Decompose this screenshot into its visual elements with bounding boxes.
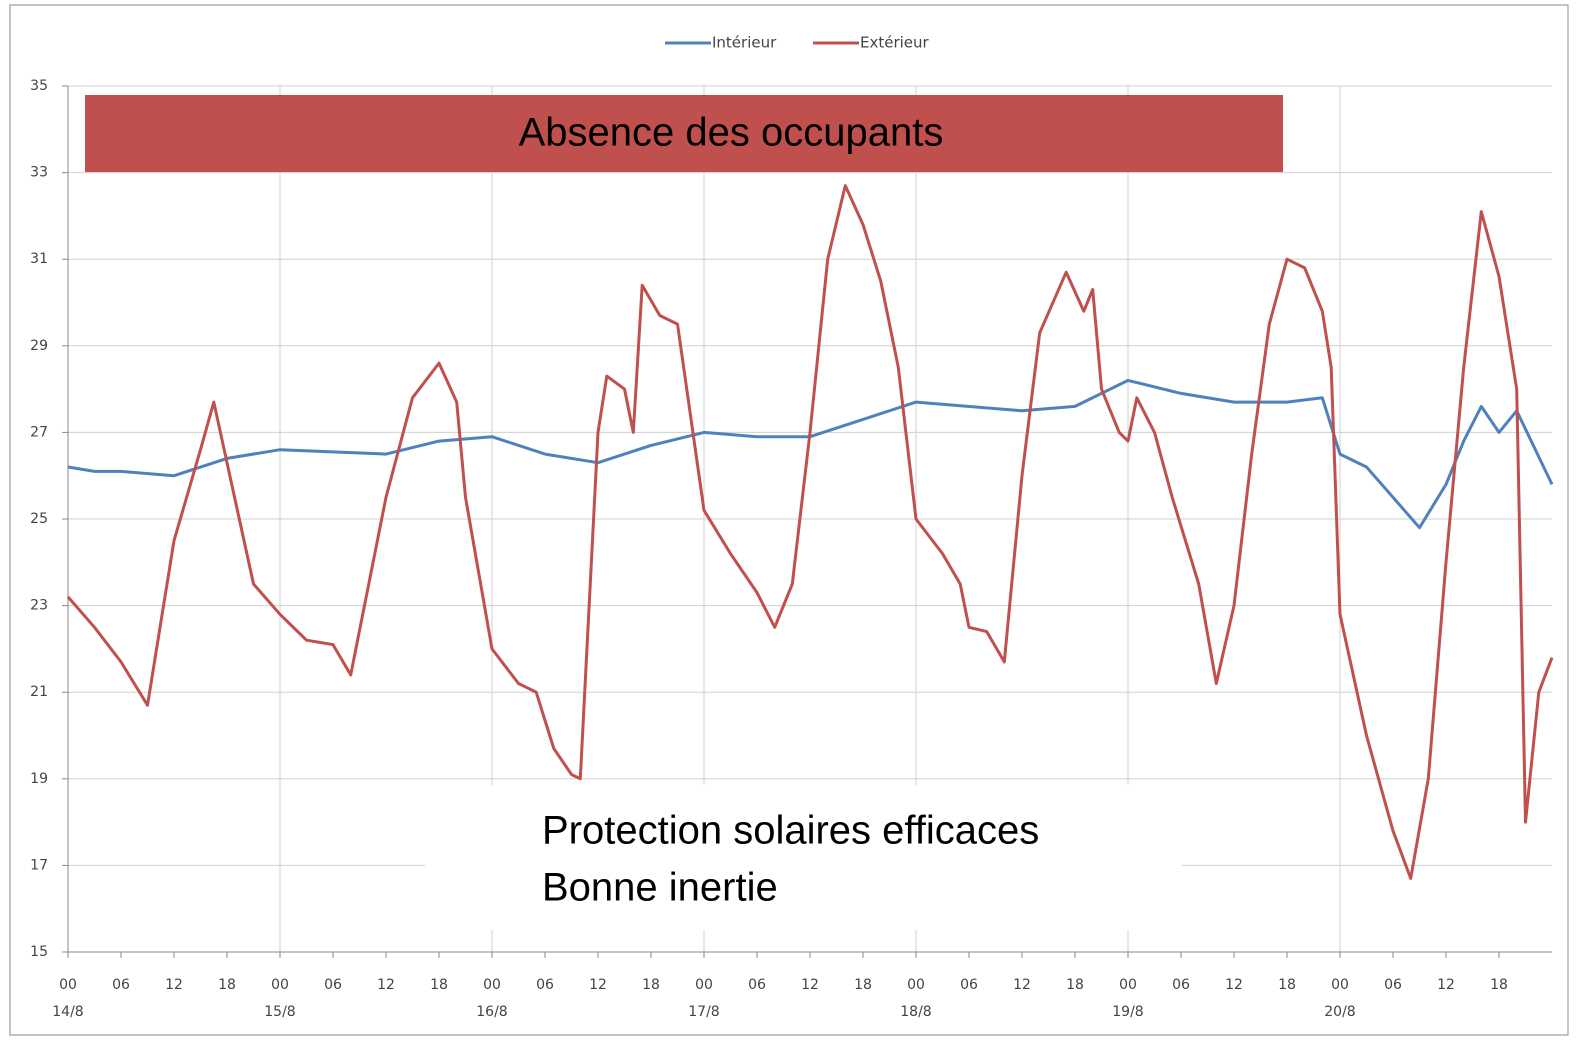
x-tick-label: 18: [1066, 977, 1084, 993]
x-tick-label: 06: [324, 977, 342, 993]
y-tick-label: 15: [30, 944, 48, 960]
x-day-label: 16/8: [476, 1004, 507, 1020]
x-tick-label: 12: [377, 977, 395, 993]
banner-text: Absence des occupants: [519, 111, 944, 155]
x-day-label: 17/8: [688, 1004, 719, 1020]
x-tick-label: 18: [218, 977, 236, 993]
x-tick-label: 06: [536, 977, 554, 993]
y-tick-label: 29: [30, 338, 48, 354]
y-tick-label: 27: [30, 424, 48, 440]
x-tick-label: 18: [1490, 977, 1508, 993]
y-tick-label: 19: [30, 771, 48, 787]
x-day-label: 20/8: [1324, 1004, 1355, 1020]
legend-label: Extérieur: [860, 34, 930, 52]
x-tick-label: 18: [430, 977, 448, 993]
note-box: [425, 785, 1182, 930]
x-tick-label: 18: [1278, 977, 1296, 993]
x-tick-label: 00: [1119, 977, 1137, 993]
y-tick-label: 21: [30, 684, 48, 700]
x-tick-label: 00: [907, 977, 925, 993]
x-tick-label: 12: [589, 977, 607, 993]
x-tick-label: 00: [483, 977, 501, 993]
x-tick-label: 00: [271, 977, 289, 993]
x-tick-label: 06: [112, 977, 130, 993]
banner: [85, 95, 1283, 172]
x-day-label: 18/8: [900, 1004, 931, 1020]
note-text: Bonne inertie: [542, 866, 778, 910]
y-tick-label: 33: [30, 165, 48, 181]
x-tick-label: 12: [801, 977, 819, 993]
x-tick-label: 00: [59, 977, 77, 993]
x-tick-label: 12: [1437, 977, 1455, 993]
x-day-label: 19/8: [1112, 1004, 1143, 1020]
series-line: [66, 184, 1554, 880]
y-tick-label: 31: [30, 251, 48, 267]
x-tick-label: 06: [960, 977, 978, 993]
x-tick-label: 00: [1331, 977, 1349, 993]
y-tick-label: 35: [30, 78, 48, 94]
x-tick-label: 00: [695, 977, 713, 993]
x-tick-label: 06: [1172, 977, 1190, 993]
x-tick-label: 12: [1225, 977, 1243, 993]
y-tick-label: 23: [30, 598, 48, 614]
x-tick-label: 06: [1384, 977, 1402, 993]
x-tick-label: 12: [1013, 977, 1031, 993]
x-tick-label: 06: [748, 977, 766, 993]
x-tick-label: 18: [642, 977, 660, 993]
y-tick-label: 25: [30, 511, 48, 527]
y-tick-label: 17: [30, 857, 48, 873]
x-day-label: 15/8: [264, 1004, 295, 1020]
x-day-label: 14/8: [52, 1004, 83, 1020]
note-text: Protection solaires efficaces: [542, 809, 1039, 853]
x-tick-label: 18: [854, 977, 872, 993]
legend-label: Intérieur: [712, 34, 777, 52]
x-tick-label: 12: [165, 977, 183, 993]
series-line: [67, 378, 1554, 530]
